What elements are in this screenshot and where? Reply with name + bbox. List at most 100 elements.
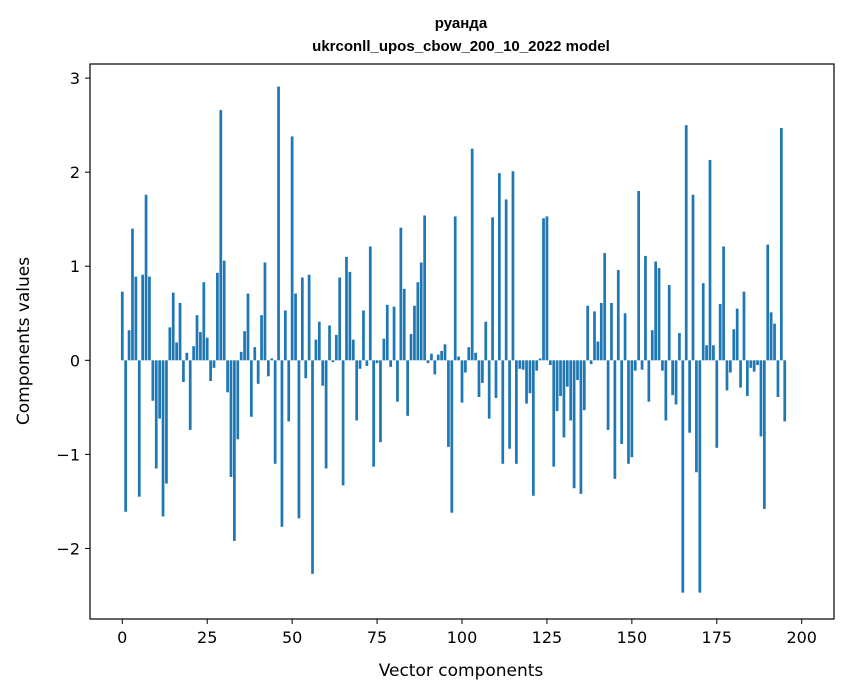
bar-123 <box>538 358 542 361</box>
bar-178 <box>725 360 729 391</box>
bar-41 <box>260 315 263 361</box>
bar-62 <box>331 360 335 363</box>
bar-78 <box>385 304 389 361</box>
x-tick-label-200: 200 <box>786 628 817 647</box>
bar-68 <box>351 339 355 361</box>
bar-120 <box>528 360 532 394</box>
bar-70 <box>358 360 362 369</box>
bar-114 <box>508 360 511 449</box>
bar-96 <box>447 360 450 447</box>
bar-170 <box>698 360 702 593</box>
plot-frame <box>89 63 835 620</box>
bar-116 <box>515 360 518 464</box>
bar-53 <box>300 277 304 361</box>
bar-60 <box>324 360 328 469</box>
bar-83 <box>402 288 406 361</box>
bar-100 <box>460 360 464 403</box>
bar-58 <box>317 321 321 361</box>
bar-16 <box>175 342 178 361</box>
x-tick-label-50: 50 <box>282 628 302 647</box>
bar-85 <box>409 333 413 361</box>
bar-129 <box>559 360 562 397</box>
bar-54 <box>304 360 308 379</box>
bar-131 <box>565 360 569 387</box>
bar-105 <box>477 360 481 397</box>
bar-108 <box>487 360 491 419</box>
x-tick-label-150: 150 <box>617 628 648 647</box>
x-axis-ticks: 0 25 50 75 100 125 150 175 200 <box>117 619 817 647</box>
bar-95 <box>443 344 447 361</box>
bar-156 <box>650 330 654 361</box>
bar-192 <box>773 323 776 361</box>
bar-103 <box>470 148 474 361</box>
bar-80 <box>392 306 396 361</box>
bar-36 <box>243 331 246 361</box>
bar-72 <box>365 360 369 366</box>
bar-28 <box>216 272 219 361</box>
bar-180 <box>732 329 736 361</box>
bar-162 <box>671 360 674 396</box>
x-tick-label-0: 0 <box>117 628 127 647</box>
bar-48 <box>283 310 287 361</box>
bar-5 <box>137 360 141 497</box>
bar-49 <box>287 360 291 422</box>
bar-165 <box>681 360 685 593</box>
bar-159 <box>661 360 664 371</box>
bar-107 <box>484 321 488 361</box>
bar-56 <box>311 360 314 574</box>
bar-119 <box>525 360 528 404</box>
bar-46 <box>277 86 280 361</box>
bar-8 <box>148 276 151 361</box>
bar-86 <box>413 305 416 361</box>
bar-77 <box>382 338 386 361</box>
bar-38 <box>250 360 253 417</box>
bar-2 <box>127 330 131 361</box>
bar-52 <box>297 360 301 519</box>
bar-34 <box>236 360 240 440</box>
chart-subtitle: ukrconll_upos_cbow_200_10_2022 model <box>312 38 610 55</box>
bar-50 <box>290 136 294 361</box>
bar-27 <box>212 360 216 368</box>
bar-43 <box>267 360 270 377</box>
bar-152 <box>637 190 641 361</box>
bar-117 <box>518 360 522 369</box>
bar-24 <box>202 282 206 361</box>
bar-134 <box>576 360 579 381</box>
bar-121 <box>531 360 535 496</box>
bar-188 <box>759 360 763 437</box>
bar-26 <box>209 360 212 381</box>
bar-182 <box>739 360 742 388</box>
bar-128 <box>555 360 559 412</box>
y-tick-label-0: −2 <box>56 539 80 558</box>
bar-12 <box>161 360 165 517</box>
bar-151 <box>633 360 637 371</box>
bar-137 <box>586 305 590 361</box>
bar-18 <box>182 360 185 382</box>
bar-7 <box>144 194 148 361</box>
bar-115 <box>511 171 515 361</box>
bar-88 <box>419 262 423 361</box>
bar-191 <box>769 312 773 361</box>
bar-149 <box>627 360 630 464</box>
bar-193 <box>776 360 780 397</box>
bar-23 <box>199 332 202 361</box>
y-tick-label-1: −1 <box>56 445 80 464</box>
bar-157 <box>654 261 657 361</box>
bar-92 <box>433 360 437 375</box>
bar-145 <box>613 360 617 479</box>
bar-142 <box>603 253 607 361</box>
bar-10 <box>154 360 158 469</box>
bar-73 <box>368 246 372 361</box>
x-axis-label: Vector components <box>379 661 544 681</box>
bar-181 <box>735 308 739 361</box>
bar-55 <box>307 274 311 361</box>
y-tick-label-2: 0 <box>70 351 80 370</box>
bar-154 <box>644 255 647 361</box>
bar-42 <box>263 262 267 361</box>
bar-111 <box>498 173 501 361</box>
bar-44 <box>270 358 274 361</box>
bar-194 <box>779 127 783 361</box>
bar-45 <box>273 360 277 464</box>
bar-63 <box>334 334 338 361</box>
bar-158 <box>657 268 661 361</box>
